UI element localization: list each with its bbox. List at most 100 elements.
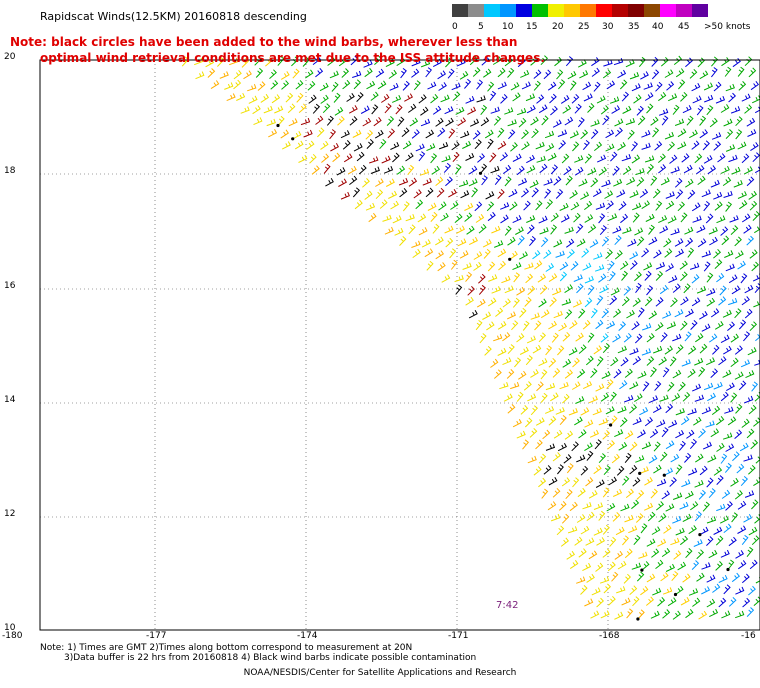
wind-barb [550, 164, 559, 175]
wind-barb [352, 70, 362, 78]
wind-barb [713, 381, 723, 390]
wind-barb [365, 129, 374, 140]
wind-barb [655, 297, 664, 307]
wind-barb [706, 598, 716, 608]
wind-barb [563, 166, 572, 176]
wind-barb [688, 525, 697, 535]
wind-barb [644, 296, 653, 307]
wind-barb [644, 416, 654, 427]
wind-barb [257, 81, 266, 91]
wind-barb [581, 248, 590, 258]
wind-barb [421, 239, 431, 248]
wind-barb [549, 297, 557, 307]
wind-barb [382, 214, 392, 222]
wind-barb [379, 139, 387, 150]
wind-barb [586, 511, 595, 522]
wind-barb [623, 332, 632, 343]
wind-barb [665, 563, 675, 572]
wind-barb [538, 358, 548, 367]
wind-barb [455, 284, 463, 295]
wind-barb [553, 310, 563, 319]
wind-barb [747, 347, 757, 356]
wind-barb [590, 308, 598, 319]
wind-barb [570, 261, 579, 271]
wind-barb [672, 369, 682, 379]
wind-barb [651, 548, 660, 558]
wind-barb [512, 215, 522, 224]
wind-barb [675, 527, 685, 536]
wind-barb [476, 79, 484, 90]
wind-barb [751, 95, 760, 104]
wind-barb [644, 270, 652, 281]
wind-barb [680, 296, 689, 306]
wind-barb [343, 153, 353, 163]
wind-barb [494, 174, 502, 186]
wind-barb [240, 106, 250, 114]
wind-barb [577, 487, 586, 498]
wind-barb [713, 248, 722, 259]
wind-barb [707, 392, 716, 402]
wind-barb [729, 215, 739, 223]
wind-barb [725, 83, 735, 92]
wind-barb [730, 357, 739, 367]
wind-barb [580, 465, 589, 476]
wind-barb [480, 117, 490, 127]
wind-barb [545, 143, 555, 152]
wind-barb [510, 82, 520, 91]
wind-barb [612, 308, 622, 318]
wind-barb [601, 308, 609, 319]
wind-barb [219, 71, 229, 79]
wind-barb [718, 356, 727, 366]
wind-barb [562, 393, 570, 404]
wind-barb [552, 119, 562, 128]
wind-barb [407, 164, 415, 176]
contamination-dot [726, 567, 730, 572]
wind-barb [487, 81, 495, 92]
wind-barb [241, 57, 250, 68]
wind-barb [584, 275, 594, 284]
wind-barb [658, 356, 668, 366]
wind-barb [642, 323, 652, 331]
wind-barb [353, 79, 362, 90]
wind-barb [402, 80, 410, 91]
wind-barb [622, 475, 630, 486]
wind-barb [559, 261, 569, 271]
wind-barb [728, 536, 737, 547]
wind-barb [582, 502, 592, 510]
wind-barb [737, 191, 747, 199]
wind-barb [544, 188, 552, 199]
wind-barb [243, 70, 252, 80]
wind-barb [455, 106, 465, 115]
wind-barb [658, 108, 669, 116]
wind-barb [712, 344, 720, 355]
wind-barb [296, 92, 304, 103]
wind-barb [408, 224, 416, 235]
swath-time-label: 7:42 [496, 600, 519, 611]
wind-barb [574, 536, 583, 546]
wind-barb [712, 583, 721, 593]
wind-barb [670, 537, 680, 546]
wind-barb [614, 250, 623, 260]
wind-barb [386, 116, 395, 126]
wind-barb [564, 430, 574, 440]
wind-barb [640, 71, 649, 80]
wind-barb [646, 538, 656, 547]
wind-barb [564, 116, 574, 126]
wind-barb [726, 382, 735, 392]
wind-barb [598, 418, 608, 426]
wind-barb [362, 117, 372, 127]
wind-barb [629, 190, 639, 198]
wind-barb [618, 442, 628, 451]
wind-barb [718, 574, 728, 583]
legend-label: 10 [502, 22, 514, 32]
wind-barb [288, 118, 298, 127]
wind-barb [705, 420, 715, 428]
wind-barb [748, 526, 758, 536]
wind-barb [637, 609, 645, 620]
wind-barb [610, 356, 619, 367]
wind-barb [701, 189, 711, 198]
wind-barb [744, 395, 754, 404]
wind-barb [710, 368, 719, 378]
wind-barb [417, 213, 427, 223]
wind-barb [441, 274, 451, 283]
